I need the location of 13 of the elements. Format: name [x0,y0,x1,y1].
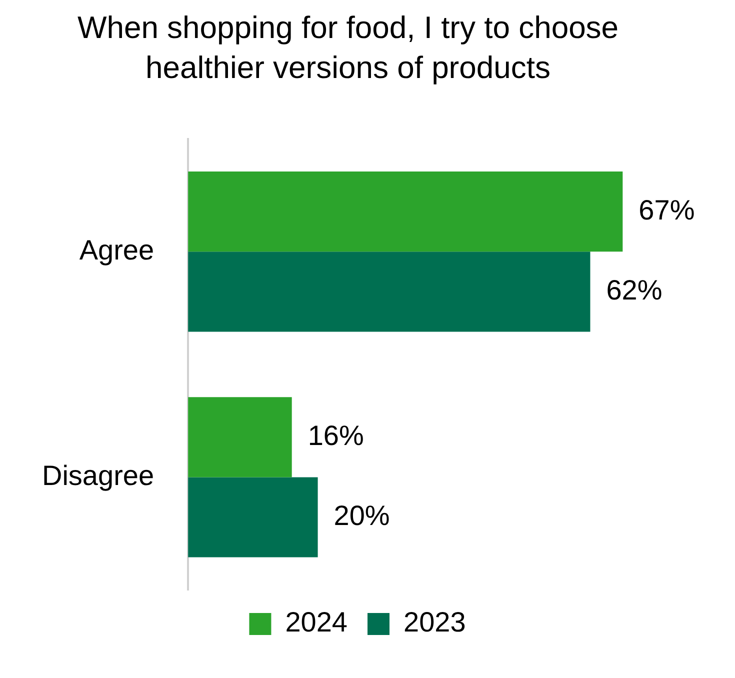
bar [188,172,623,252]
data-label: 20% [334,500,390,531]
legend-label: 2024 [285,606,348,638]
y-tick-label: Disagree [42,460,154,491]
y-tick-label: Agree [79,234,154,266]
data-label: 62% [606,274,662,306]
bar [188,252,590,332]
data-label: 16% [308,420,364,451]
data-label: 67% [638,194,695,226]
bar [188,477,318,558]
bar [188,397,292,478]
legend-label: 2023 [404,606,466,638]
chart-title: When shopping for food, I try to choose healthier versions of products [76,9,620,87]
